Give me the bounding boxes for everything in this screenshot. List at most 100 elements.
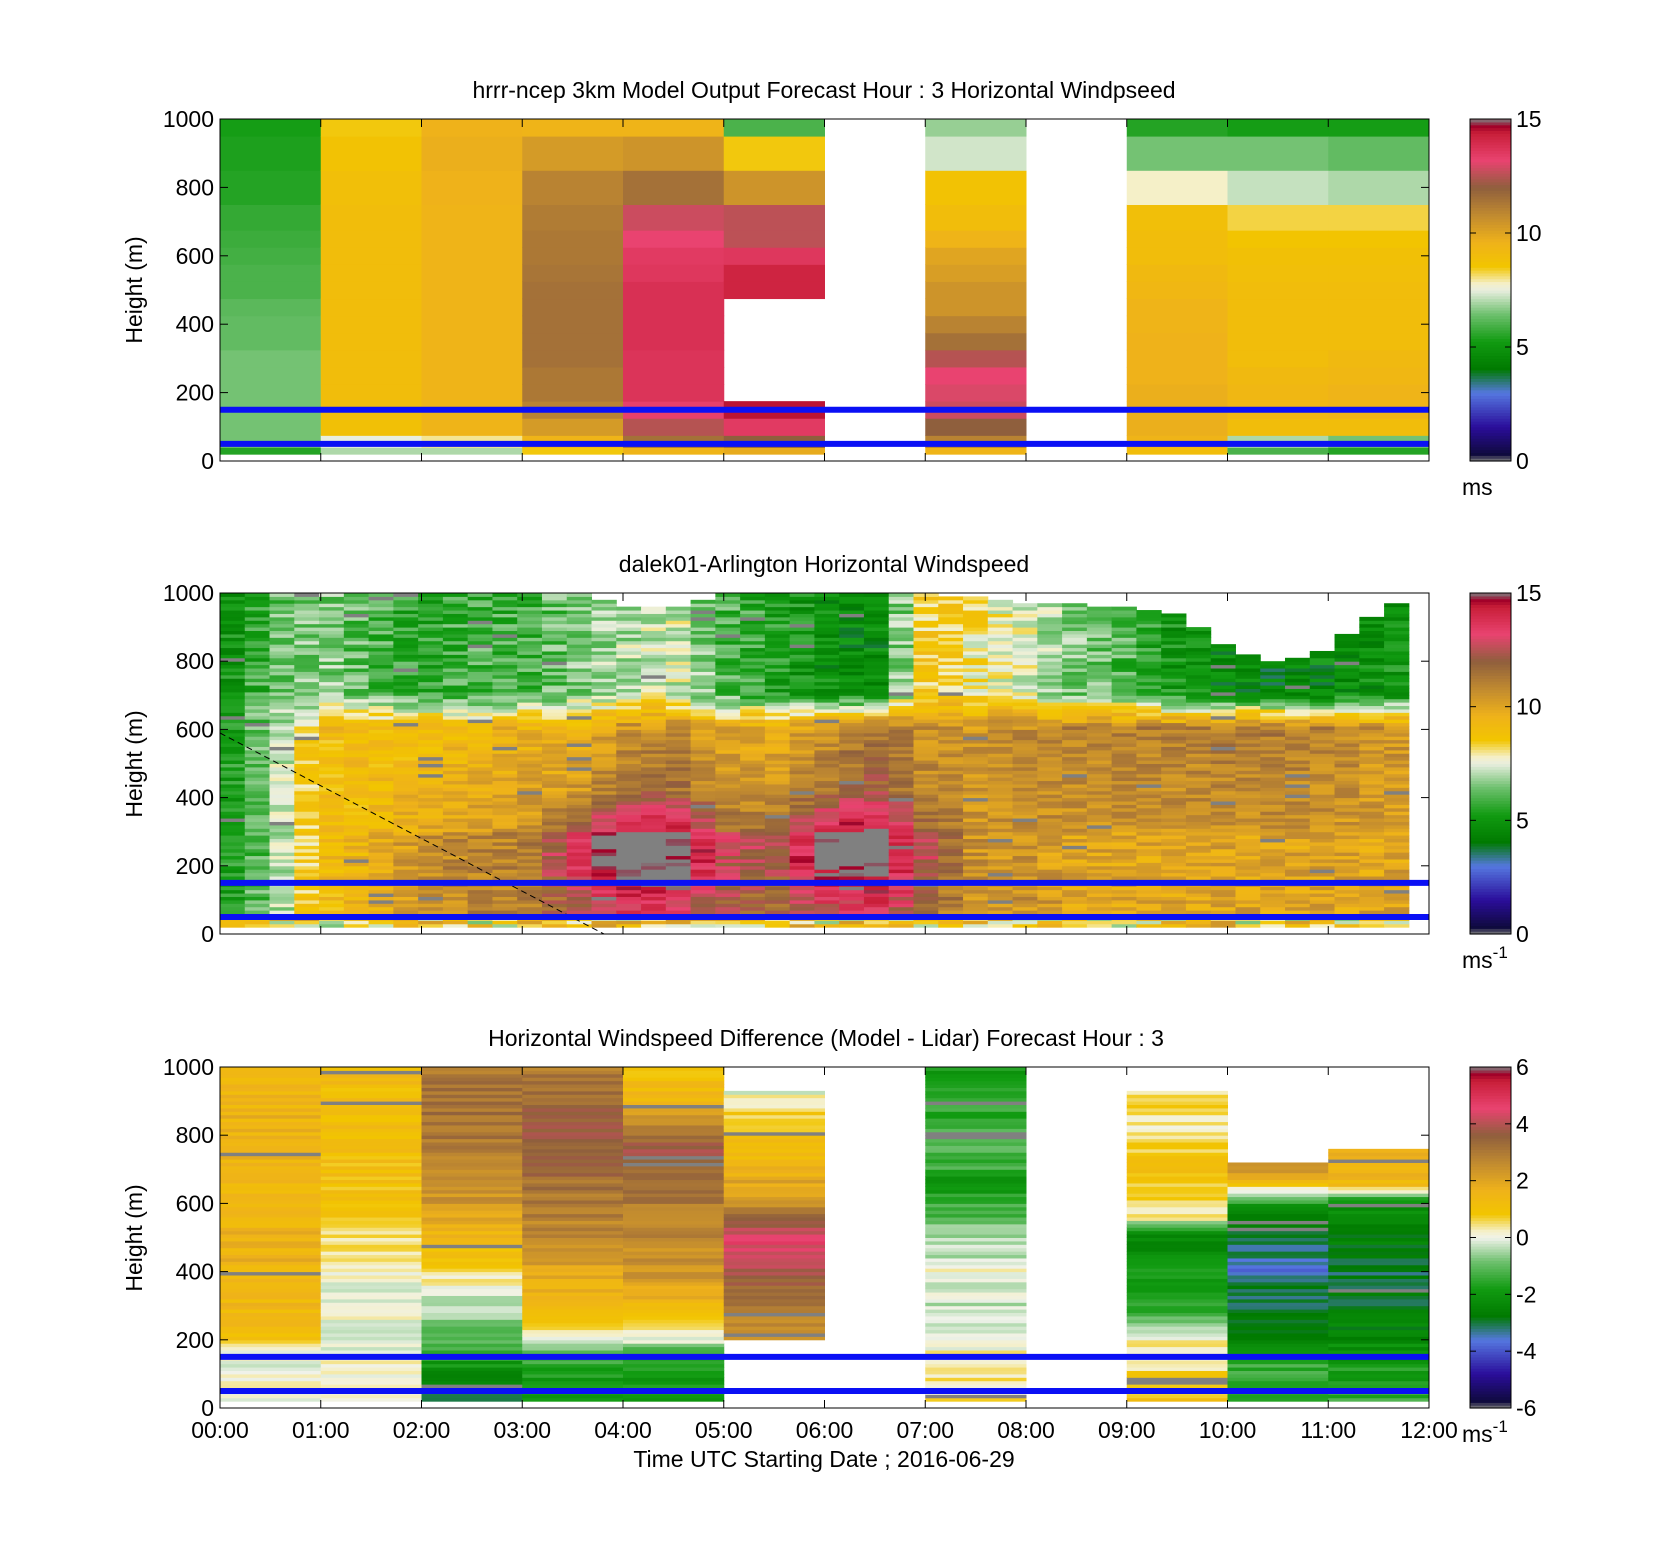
lidar-cell — [343, 746, 370, 751]
lidar-cell — [1136, 790, 1162, 795]
lidar-cell — [1136, 722, 1162, 727]
lidar-cell — [1359, 821, 1385, 826]
lidar-cell — [343, 620, 370, 625]
lidar-cell — [938, 835, 964, 840]
colorbar-segment — [1470, 378, 1511, 382]
lidar-cell — [343, 770, 370, 775]
lidar-cell — [319, 705, 345, 710]
lidar-cell — [1384, 691, 1410, 696]
lidar-cell — [789, 736, 815, 741]
lidar-cell — [690, 668, 716, 672]
lidar-cell — [1235, 865, 1261, 870]
lidar-cell — [442, 705, 469, 710]
lidar-cell — [343, 876, 370, 880]
lidar-cell — [517, 610, 543, 614]
lidar-cell — [740, 787, 766, 792]
lidar-cell — [1111, 862, 1137, 867]
lidar-cell — [244, 790, 271, 795]
lidar-cell — [1185, 763, 1212, 768]
model-cell — [421, 366, 523, 385]
lidar-cell — [641, 811, 667, 816]
lidar-cell — [987, 858, 1014, 863]
lidar-cell — [244, 763, 271, 768]
lidar-cell — [1012, 790, 1038, 795]
lidar-cell — [591, 685, 617, 689]
lidar-cell — [987, 657, 1014, 662]
lidar-cell — [665, 695, 692, 700]
lidar-cell — [764, 920, 791, 925]
lidar-cell — [1260, 821, 1286, 826]
lidar-cell — [938, 910, 964, 915]
lidar-cell — [418, 613, 444, 618]
lidar-cell — [1161, 818, 1187, 822]
lidar-cell — [863, 657, 890, 662]
lidar-cell — [1086, 630, 1113, 635]
lidar-cell — [591, 773, 617, 778]
lidar-cell — [418, 845, 444, 850]
lidar-cell — [442, 644, 469, 649]
lidar-cell — [1086, 736, 1113, 741]
lidar-cell — [1334, 702, 1360, 707]
lidar-cell — [591, 729, 617, 734]
lidar-cell — [368, 644, 394, 649]
lidar-cell — [1136, 749, 1162, 754]
lidar-cell — [938, 708, 964, 713]
lidar-cell — [442, 804, 469, 809]
lidar-cell — [1210, 841, 1236, 846]
lidar-cell — [1235, 835, 1261, 840]
lidar-cell — [690, 654, 716, 659]
lidar-cell — [566, 848, 593, 853]
lidar-cell — [963, 889, 989, 894]
lidar-cell — [863, 845, 890, 850]
lidar-cell — [1185, 893, 1212, 897]
lidar-cell — [690, 736, 716, 741]
lidar-cell — [591, 627, 617, 632]
lidar-cell — [814, 681, 840, 686]
lidar-cell — [418, 681, 444, 686]
lidar-cell — [368, 821, 394, 826]
lidar-cell — [715, 698, 741, 703]
lidar-cell — [888, 763, 914, 768]
lidar-cell — [244, 855, 271, 860]
lidar-cell — [1136, 746, 1162, 751]
lidar-cell — [442, 858, 469, 863]
lidar-cell — [541, 848, 568, 853]
colorbar-segment — [1470, 902, 1511, 907]
lidar-cell — [418, 848, 444, 853]
lidar-cell — [789, 688, 815, 693]
lidar-cell — [1309, 698, 1336, 703]
lidar-cell — [343, 719, 370, 724]
lidar-cell — [244, 749, 271, 754]
lidar-cell — [467, 821, 493, 826]
lidar-cell — [220, 804, 246, 809]
lidar-cell — [789, 725, 815, 730]
model-cell — [723, 264, 825, 282]
lidar-cell — [1384, 732, 1410, 737]
lidar-cell — [616, 749, 642, 754]
lidar-cell — [343, 630, 370, 635]
lidar-cell — [1185, 688, 1212, 693]
lidar-cell — [1111, 637, 1137, 642]
lidar-cell — [888, 613, 914, 618]
lidar-cell — [665, 773, 692, 778]
lidar-cell — [566, 766, 593, 771]
lidar-cell — [492, 845, 518, 850]
lidar-cell — [517, 681, 543, 686]
lidar-cell — [1062, 920, 1088, 925]
lidar-cell — [814, 818, 840, 822]
lidar-cell — [863, 596, 890, 601]
lidar-cell — [764, 623, 791, 628]
lidar-cell — [789, 783, 815, 788]
lidar-cell — [343, 787, 370, 792]
lidar-cell — [220, 906, 246, 911]
lidar-cell — [566, 678, 593, 683]
lidar-cell — [517, 708, 543, 713]
lidar-cell — [641, 906, 667, 911]
lidar-cell — [467, 712, 493, 717]
lidar-cell — [492, 910, 518, 915]
lidar-cell — [566, 695, 593, 700]
lidar-cell — [467, 831, 493, 836]
lidar-cell — [393, 807, 419, 812]
lidar-cell — [715, 777, 741, 782]
lidar-cell — [913, 729, 939, 734]
